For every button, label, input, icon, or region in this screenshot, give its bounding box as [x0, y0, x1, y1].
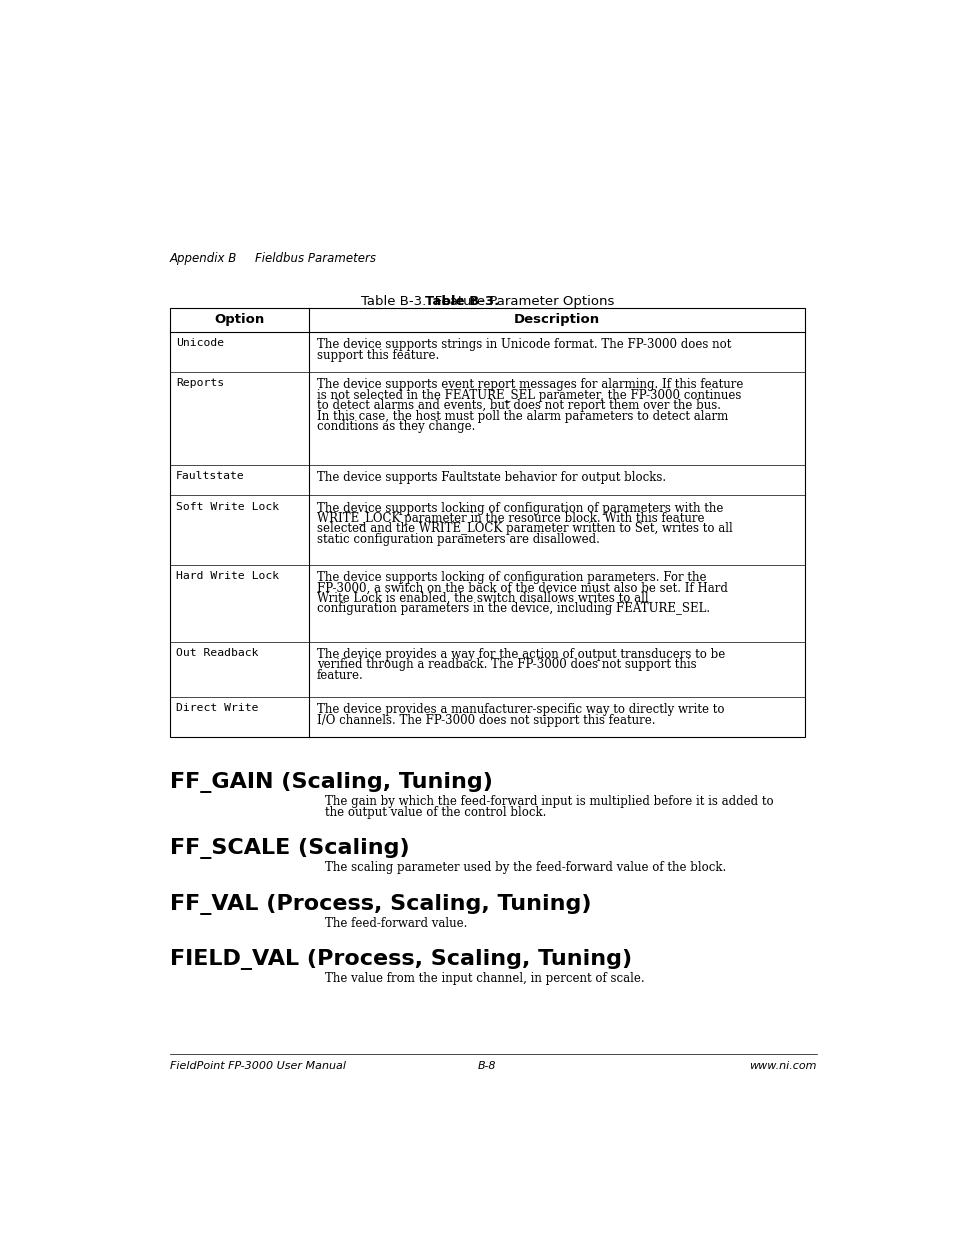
Text: I/O channels. The FP-3000 does not support this feature.: I/O channels. The FP-3000 does not suppo…	[316, 714, 655, 726]
Text: Table B-3.  Feature Parameter Options: Table B-3. Feature Parameter Options	[360, 294, 614, 308]
Text: Table B-3.: Table B-3.	[425, 294, 499, 308]
Text: The device provides a way for the action of output transducers to be: The device provides a way for the action…	[316, 648, 724, 661]
Text: Option: Option	[214, 312, 264, 326]
Text: Unicode: Unicode	[175, 338, 224, 348]
Text: selected and the WRITE_LOCK parameter written to Set, writes to all: selected and the WRITE_LOCK parameter wr…	[316, 522, 732, 536]
Text: The device supports Faultstate behavior for output blocks.: The device supports Faultstate behavior …	[316, 471, 665, 484]
Text: Out Readback: Out Readback	[175, 648, 258, 658]
Text: static configuration parameters are disallowed.: static configuration parameters are disa…	[316, 532, 599, 546]
Text: to detect alarms and events, but does not report them over the bus.: to detect alarms and events, but does no…	[316, 399, 720, 412]
Text: FIELD_VAL (Process, Scaling, Tuning): FIELD_VAL (Process, Scaling, Tuning)	[170, 948, 631, 969]
Text: Soft Write Lock: Soft Write Lock	[175, 501, 278, 511]
Text: is not selected in the FEATURE_SEL parameter, the FP-3000 continues: is not selected in the FEATURE_SEL param…	[316, 389, 740, 401]
Text: the output value of the control block.: the output value of the control block.	[324, 805, 545, 819]
Text: FP-3000, a switch on the back of the device must also be set. If Hard: FP-3000, a switch on the back of the dev…	[316, 582, 727, 594]
Text: WRITE_LOCK parameter in the resource block. With this feature: WRITE_LOCK parameter in the resource blo…	[316, 513, 703, 525]
Text: configuration parameters in the device, including FEATURE_SEL.: configuration parameters in the device, …	[316, 603, 709, 615]
Text: Description: Description	[514, 312, 599, 326]
Text: Reports: Reports	[175, 378, 224, 389]
Text: FF_VAL (Process, Scaling, Tuning): FF_VAL (Process, Scaling, Tuning)	[170, 894, 591, 915]
Text: Appendix B     Fieldbus Parameters: Appendix B Fieldbus Parameters	[170, 252, 376, 266]
Text: Direct Write: Direct Write	[175, 704, 258, 714]
Text: B-8: B-8	[477, 1061, 497, 1071]
Text: support this feature.: support this feature.	[316, 348, 438, 362]
Text: The scaling parameter used by the feed-forward value of the block.: The scaling parameter used by the feed-f…	[324, 861, 725, 874]
Text: The feed-forward value.: The feed-forward value.	[324, 916, 467, 930]
Text: The device supports strings in Unicode format. The FP-3000 does not: The device supports strings in Unicode f…	[316, 338, 731, 352]
Text: Table B-3.  Feature Parameter Options: Table B-3. Feature Parameter Options	[360, 294, 614, 308]
Text: The device supports locking of configuration parameters. For the: The device supports locking of configura…	[316, 571, 705, 584]
Text: Faultstate: Faultstate	[175, 471, 244, 480]
Text: The device provides a manufacturer-specific way to directly write to: The device provides a manufacturer-speci…	[316, 704, 723, 716]
Text: feature.: feature.	[316, 668, 363, 682]
Text: The value from the input channel, in percent of scale.: The value from the input channel, in per…	[324, 972, 643, 986]
Text: In this case, the host must poll the alarm parameters to detect alarm: In this case, the host must poll the ala…	[316, 410, 727, 422]
Text: The device supports locking of configuration of parameters with the: The device supports locking of configura…	[316, 501, 722, 515]
Text: www.ni.com: www.ni.com	[748, 1061, 816, 1071]
Text: conditions as they change.: conditions as they change.	[316, 420, 475, 433]
Bar	[170, 308, 804, 737]
Text: FieldPoint FP-3000 User Manual: FieldPoint FP-3000 User Manual	[170, 1061, 345, 1071]
Text: verified through a readback. The FP-3000 does not support this: verified through a readback. The FP-3000…	[316, 658, 696, 672]
Text: The device supports event report messages for alarming. If this feature: The device supports event report message…	[316, 378, 742, 391]
Text: The gain by which the feed-forward input is multiplied before it is added to: The gain by which the feed-forward input…	[324, 795, 773, 808]
Text: Write Lock is enabled, the switch disallows writes to all: Write Lock is enabled, the switch disall…	[316, 592, 648, 605]
Text: FF_SCALE (Scaling): FF_SCALE (Scaling)	[170, 839, 409, 860]
Text: Hard Write Lock: Hard Write Lock	[175, 571, 278, 580]
Text: FF_GAIN (Scaling, Tuning): FF_GAIN (Scaling, Tuning)	[170, 772, 492, 793]
